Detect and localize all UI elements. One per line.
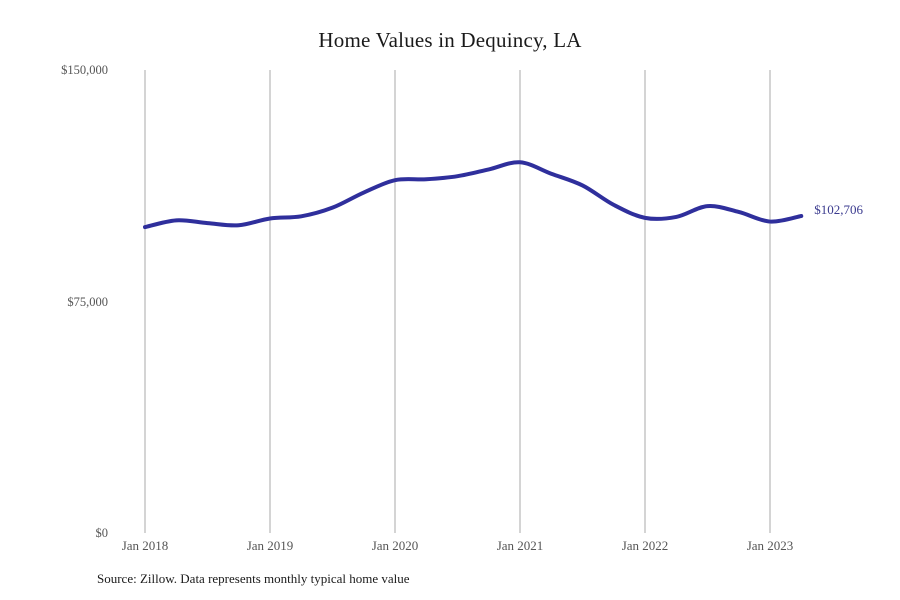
y-axis-tick-150000: $150,000 <box>61 63 108 77</box>
x-axis-tick-jan-2020: Jan 2020 <box>371 538 419 553</box>
source-note: Source: Zillow. Data represents monthly … <box>97 571 410 586</box>
x-axis-tick-jan-2023: Jan 2023 <box>746 538 794 553</box>
x-axis-tick-jan-2019: Jan 2019 <box>246 538 294 553</box>
gridlines <box>144 70 771 533</box>
data-line-typical-home-value <box>143 160 804 230</box>
x-axis-tick-jan-2022: Jan 2022 <box>621 538 669 553</box>
x-axis-tick-jan-2018: Jan 2018 <box>121 538 169 553</box>
y-axis-tick-75000: $75,000 <box>67 295 108 309</box>
x-axis-tick-jan-2021: Jan 2021 <box>496 538 544 553</box>
y-axis-tick-0: $0 <box>95 526 109 540</box>
series-end-value-label: $102,706 <box>814 201 863 217</box>
page-title: Home Values in Dequincy, LA <box>318 28 582 52</box>
